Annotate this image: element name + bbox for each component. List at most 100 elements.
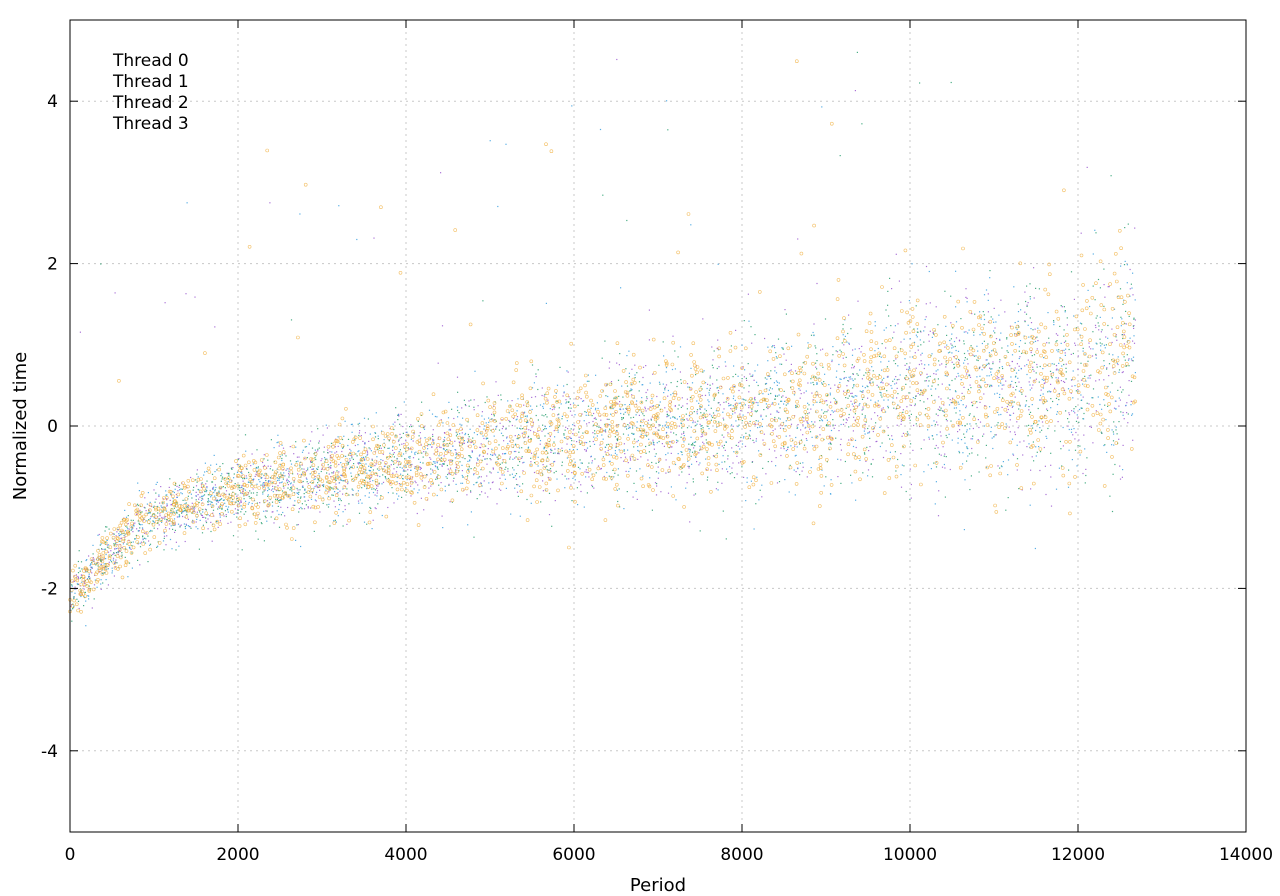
data-point	[891, 438, 894, 441]
data-point	[1128, 394, 1130, 396]
data-point	[1133, 335, 1135, 337]
data-point	[563, 434, 565, 436]
data-point	[803, 392, 805, 394]
data-point	[488, 421, 490, 423]
data-point	[1017, 377, 1019, 379]
data-point	[537, 465, 539, 467]
data-point	[320, 470, 322, 473]
data-point	[194, 479, 197, 481]
data-point	[691, 451, 694, 453]
data-point	[758, 499, 760, 501]
data-point	[903, 465, 905, 467]
data-point	[363, 521, 366, 523]
data-point	[549, 425, 551, 428]
data-point	[333, 500, 335, 502]
data-point	[372, 491, 375, 494]
data-point	[154, 514, 156, 516]
data-point	[645, 400, 647, 402]
data-point	[902, 446, 904, 448]
data-point	[171, 548, 173, 550]
data-point	[985, 359, 987, 361]
data-point	[656, 395, 658, 398]
data-point	[557, 429, 559, 431]
data-point	[973, 331, 975, 333]
data-point	[549, 408, 551, 410]
data-point	[615, 412, 617, 414]
data-point	[990, 374, 992, 376]
data-point	[948, 404, 951, 406]
data-point	[355, 453, 357, 455]
data-point	[1042, 403, 1044, 405]
data-point	[1056, 368, 1058, 370]
data-point	[212, 505, 214, 507]
data-point	[103, 563, 105, 565]
data-point	[374, 465, 376, 467]
data-point	[428, 443, 430, 446]
data-point	[89, 589, 91, 591]
data-point	[392, 449, 394, 451]
data-point	[449, 442, 451, 444]
data-point	[138, 523, 141, 525]
data-point	[846, 390, 848, 392]
data-point	[1114, 463, 1116, 466]
data-point	[923, 330, 925, 332]
data-point	[326, 481, 328, 483]
data-point	[678, 474, 680, 476]
data-point	[462, 436, 464, 438]
data-point	[1006, 337, 1008, 339]
data-point	[677, 440, 679, 442]
data-point	[137, 504, 139, 507]
data-point	[1134, 299, 1136, 301]
data-point	[585, 414, 587, 416]
data-point	[399, 463, 401, 465]
data-point	[945, 366, 947, 368]
data-point	[175, 541, 177, 543]
data-point	[853, 416, 855, 418]
data-point	[677, 453, 679, 455]
data-point	[826, 461, 828, 463]
data-point	[405, 431, 407, 433]
data-point	[612, 469, 614, 471]
data-point	[357, 444, 359, 446]
data-point	[108, 528, 110, 530]
data-point	[1019, 404, 1021, 406]
data-point	[147, 561, 149, 563]
data-point	[1010, 367, 1012, 369]
data-point	[1065, 410, 1067, 412]
data-point	[802, 434, 804, 436]
data-point	[101, 548, 103, 550]
data-point	[920, 360, 922, 362]
data-point	[512, 467, 514, 469]
data-point	[616, 430, 618, 432]
data-point	[1066, 317, 1068, 319]
data-point	[503, 474, 505, 476]
data-point	[463, 442, 465, 444]
data-point	[625, 470, 627, 472]
data-point	[1063, 363, 1065, 366]
data-point	[593, 487, 595, 489]
data-point	[905, 375, 907, 377]
data-point	[1077, 417, 1079, 419]
data-point	[88, 598, 90, 600]
data-point	[880, 361, 882, 363]
data-point	[285, 455, 287, 457]
data-point	[986, 359, 988, 361]
data-point	[403, 401, 405, 403]
data-point	[1072, 352, 1074, 355]
data-point	[377, 503, 379, 505]
data-point	[401, 467, 403, 469]
data-point	[434, 461, 436, 463]
data-point	[822, 412, 825, 414]
data-point	[76, 598, 78, 600]
data-point	[651, 398, 653, 400]
data-point	[307, 506, 309, 508]
data-point	[476, 457, 478, 459]
data-point	[983, 367, 985, 369]
data-point	[699, 462, 701, 464]
data-point	[926, 373, 928, 375]
data-point	[207, 504, 209, 506]
data-point	[769, 375, 771, 377]
data-point	[717, 392, 720, 394]
data-point	[245, 450, 247, 452]
